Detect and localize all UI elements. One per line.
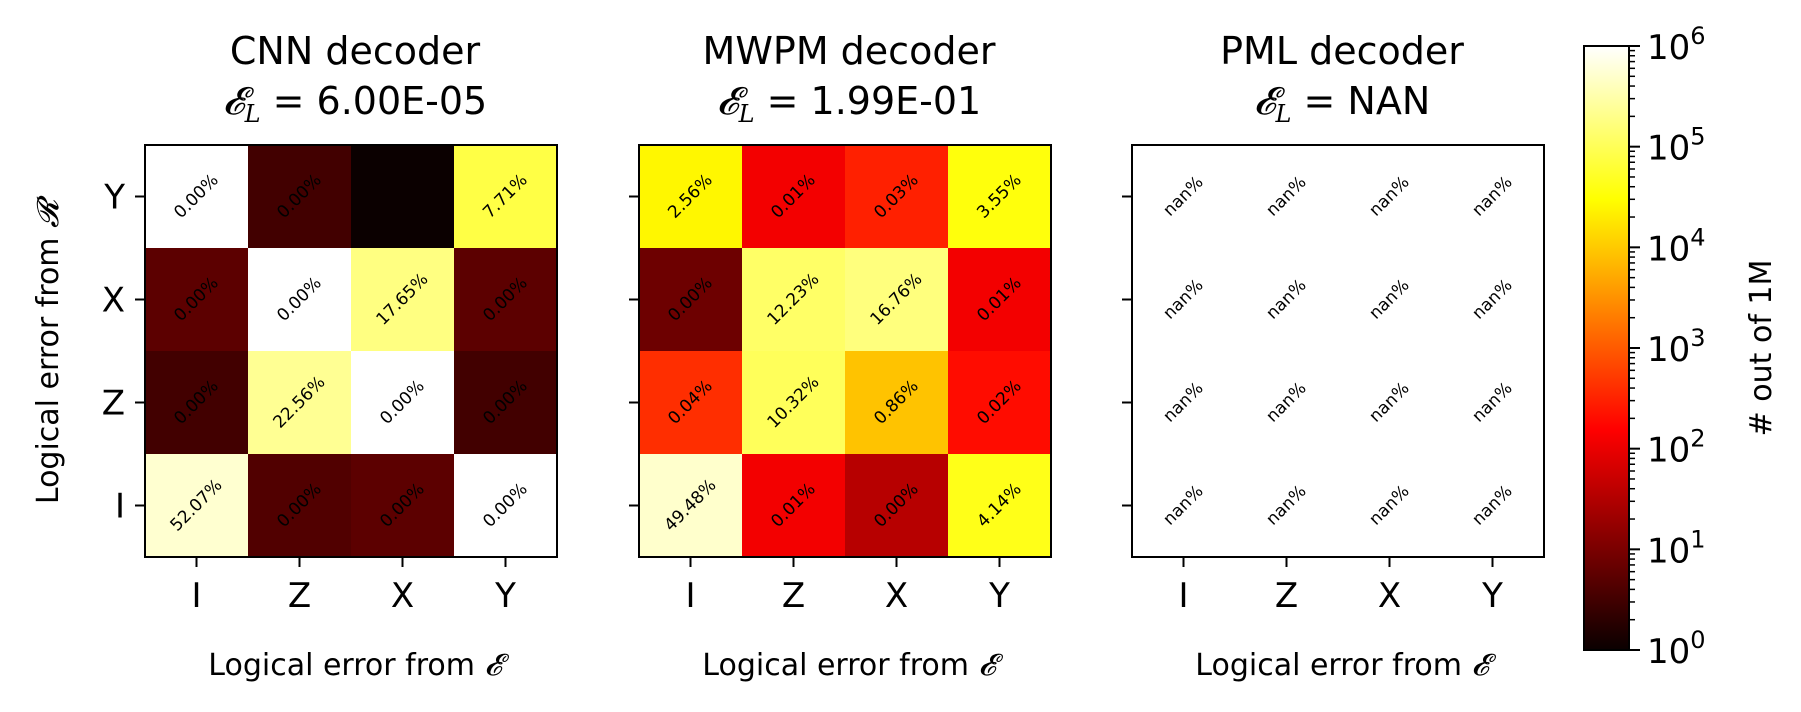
panel-1-ylabel: Logical error from 𝓡 [31, 195, 66, 504]
y-tick-label: Z [102, 384, 125, 424]
colorbar: 100 101 102 103 104 105 106 [1583, 22, 1706, 672]
heatmap-cell [145, 454, 249, 558]
panel-2-title: MWPM decoder [703, 29, 996, 73]
panel-1-subtitle: 𝓔L = 6.00E-05 [223, 79, 487, 128]
x-tick-label: I [1178, 576, 1188, 616]
x-tick-label: I [685, 576, 695, 616]
heatmap-cell [454, 351, 558, 455]
panel-2-xlabel: Logical error from 𝓔 [702, 648, 1003, 683]
x-tick-label: Z [288, 576, 311, 616]
x-tick-label: Y [494, 576, 516, 616]
colorbar-tick-label: 102 [1647, 425, 1706, 471]
heatmap-cell [639, 145, 743, 249]
colorbar-tick-label: 101 [1647, 525, 1706, 571]
panel-3-subtitle: 𝓔L = NAN [1254, 79, 1431, 128]
heatmap-cell [639, 248, 743, 352]
heatmap-cell [248, 145, 352, 249]
heatmap-cell [145, 248, 249, 352]
heatmap-cell [248, 351, 352, 455]
colorbar-tick-label: 103 [1647, 324, 1706, 370]
heatmap-cell [351, 248, 455, 352]
cnn-heatmap: 0.00% 0.00% 7.71%0.00% 0.00% 17.65% 0.00%0.00… [102, 144, 558, 616]
colorbar-tick-label: 104 [1647, 223, 1706, 269]
panel-1-title: CNN decoder [230, 29, 481, 73]
panel-3-xlabel: Logical error from 𝓔 [1195, 648, 1496, 683]
heatmap-cell [948, 454, 1052, 558]
plot-frame [144, 144, 558, 558]
colorbar-gradient [1583, 45, 1630, 651]
heatmap-cell [248, 248, 352, 352]
mwpm-heatmap: 2.56% 0.01% 0.03% 3.55%0.00% 12.23% 16.76% 0.0… [629, 144, 1052, 616]
heatmap-cell [742, 145, 846, 249]
heatmap-cell [454, 145, 558, 249]
plot-frame [638, 144, 1052, 558]
y-tick-label: Y [103, 178, 125, 218]
pml-heatmap: nan% nan% nan% nan%nan% nan% nan% nan%nan% nan%… [1122, 144, 1545, 616]
heatmap-cell [742, 454, 846, 558]
colorbar-label: # out of 1M [1744, 260, 1779, 437]
plot-frame [1131, 144, 1545, 558]
x-tick-label: I [191, 576, 201, 616]
heatmap-cell [248, 454, 352, 558]
heatmap-cell [845, 454, 949, 558]
heatmap-cell [742, 248, 846, 352]
y-tick-label: I [115, 487, 125, 527]
heatmap-cell [351, 145, 455, 249]
heatmap-cell [948, 145, 1052, 249]
x-tick-label: X [391, 576, 414, 616]
x-tick-label: Z [782, 576, 805, 616]
heatmap-cell [454, 248, 558, 352]
heatmap-cell [454, 454, 558, 558]
heatmap-cell [845, 351, 949, 455]
panel-2-subtitle: 𝓔L = 1.99E-01 [717, 79, 981, 128]
x-tick-label: Y [988, 576, 1010, 616]
heatmap-cell [145, 351, 249, 455]
y-tick-label: X [102, 281, 125, 321]
x-tick-label: X [1378, 576, 1401, 616]
heatmap-cell [639, 454, 743, 558]
colorbar-tick-label: 106 [1647, 22, 1706, 68]
x-tick-label: Y [1481, 576, 1503, 616]
x-tick-label: X [885, 576, 908, 616]
x-tick-label: Z [1275, 576, 1298, 616]
heatmap-cell [639, 351, 743, 455]
heatmap-cell [948, 351, 1052, 455]
heatmap-cell [145, 145, 249, 249]
heatmap-cell [742, 351, 846, 455]
colorbar-tick-label: 100 [1647, 626, 1706, 672]
plot-area [1132, 145, 1544, 557]
heatmap-cell [948, 248, 1052, 352]
panel-3-title: PML decoder [1220, 29, 1464, 73]
panel-1-xlabel: Logical error from 𝓔 [208, 648, 509, 683]
heatmap-cell [845, 248, 949, 352]
heatmap-cell [351, 454, 455, 558]
heatmap-cell [845, 145, 949, 249]
heatmap-cell [351, 351, 455, 455]
colorbar-tick-label: 105 [1647, 123, 1706, 169]
